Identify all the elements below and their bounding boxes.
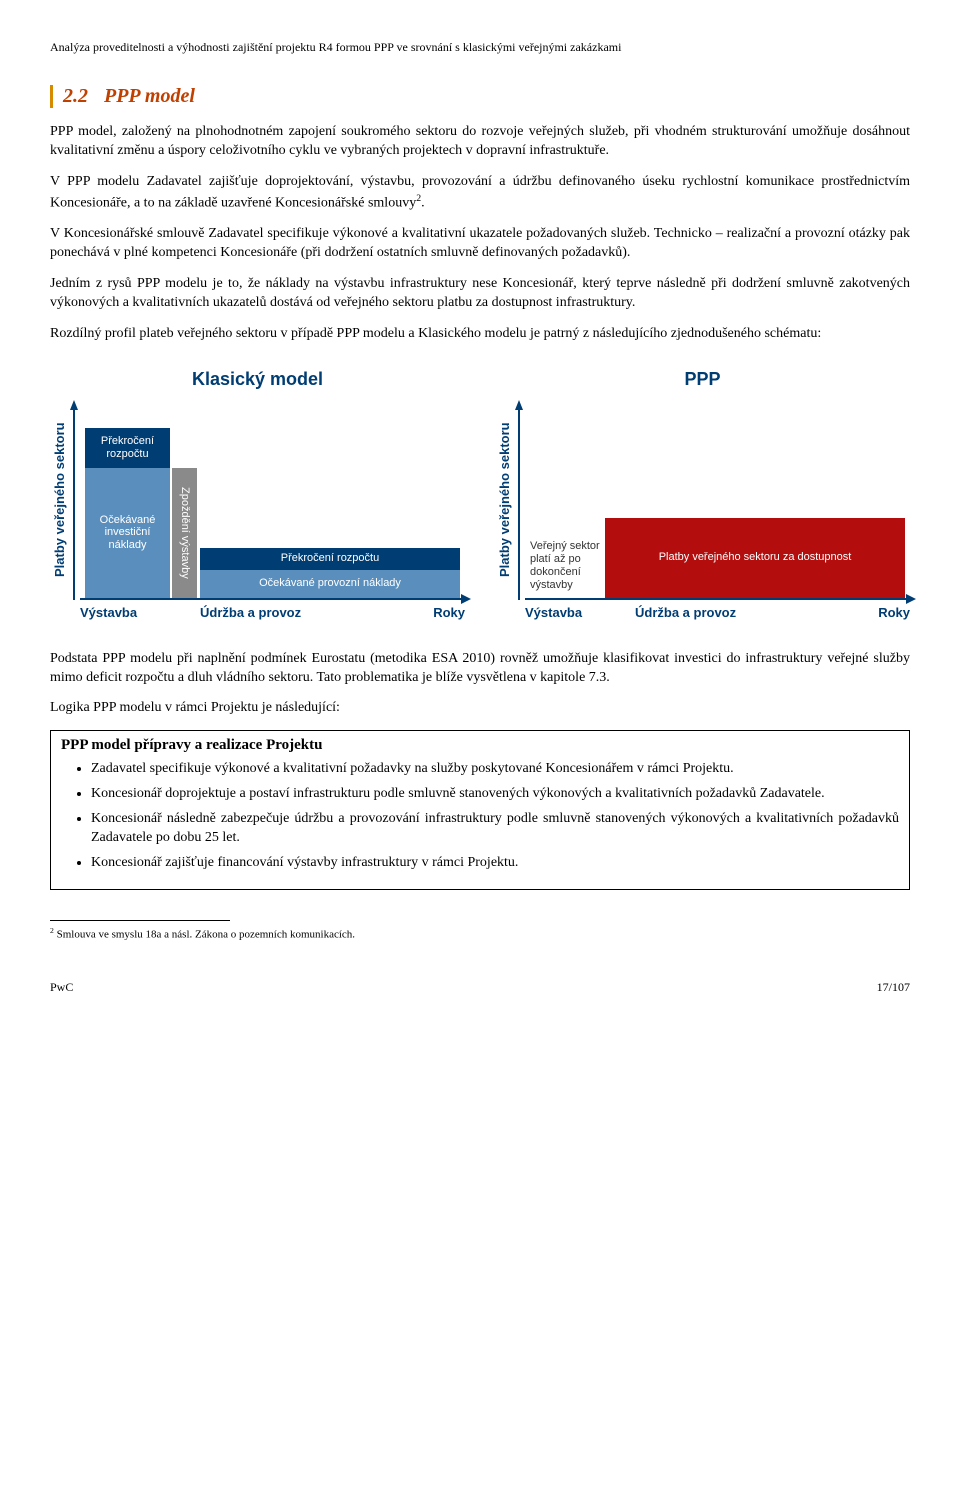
footer-left: PwC	[50, 980, 73, 995]
footnote: 2 Smlouva ve smyslu 18a a násl. Zákona o…	[50, 926, 910, 941]
block-availability-payments: Platby veřejného sektoru za dostupnost	[605, 518, 905, 598]
y-axis-label: Platby veřejného sektoru	[495, 400, 514, 600]
list-item: Koncesionář následně zabezpečuje údržbu …	[91, 810, 899, 848]
x-arrow-icon	[906, 594, 916, 604]
panel-title: PPP	[495, 369, 910, 390]
x-axis-end-label: Roky	[878, 605, 910, 620]
box-title: PPP model přípravy a realizace Projektu	[61, 737, 899, 754]
body-paragraph: V Koncesionářské smlouvě Zadavatel speci…	[50, 225, 910, 263]
section-number: 2.2	[63, 85, 88, 107]
y-axis-arrow	[514, 400, 525, 600]
plot-area: Veřejný sektor platí až po dokončení výs…	[525, 400, 910, 600]
body-paragraph: Rozdílný profil plateb veřejného sektoru…	[50, 325, 910, 344]
footnote-text: Smlouva ve smyslu 18a a násl. Zákona o p…	[54, 928, 355, 940]
footer-right: 17/107	[877, 980, 910, 995]
panel-title: Klasický model	[50, 369, 465, 390]
x-label-maintenance: Údržba a provoz	[635, 605, 736, 620]
payment-diagram: Klasický model Platby veřejného sektoru …	[50, 369, 910, 620]
list-item: Koncesionář doprojektuje a postaví infra…	[91, 785, 899, 804]
y-axis-label: Platby veřejného sektoru	[50, 400, 69, 600]
page-header: Analýza proveditelnosti a výhodnosti zaj…	[50, 40, 910, 55]
x-arrow-icon	[461, 594, 471, 604]
block-budget-overrun-top: Překročení rozpočtu	[85, 428, 170, 468]
x-axis-end-label: Roky	[433, 605, 465, 620]
list-item: Zadavatel specifikuje výkonové a kvalita…	[91, 760, 899, 779]
block-construction-delay: Zpoždění výstavby	[172, 468, 197, 598]
body-paragraph: V PPP modelu Zadavatel zajišťuje doproje…	[50, 173, 910, 213]
text: V PPP modelu Zadavatel zajišťuje doproje…	[50, 174, 910, 211]
ppp-model-panel: PPP Platby veřejného sektoru Veřejný sek…	[495, 369, 910, 620]
plot-area: Očekávané investiční náklady Překročení …	[80, 400, 465, 600]
body-paragraph: Logika PPP modelu v rámci Projektu je ná…	[50, 699, 910, 718]
section-title: PPP model	[104, 85, 195, 107]
text: .	[421, 195, 425, 210]
x-label-maintenance: Údržba a provoz	[200, 605, 301, 620]
x-label-construction: Výstavba	[80, 605, 200, 620]
y-axis-arrow	[69, 400, 80, 600]
ppp-logic-box: PPP model přípravy a realizace Projektu …	[50, 730, 910, 889]
x-label-construction: Výstavba	[525, 605, 635, 620]
page-footer: PwC 17/107	[50, 980, 910, 995]
block-budget-overrun-mid: Překročení rozpočtu	[200, 548, 460, 570]
block-expected-investment: Očekávané investiční náklady	[85, 468, 170, 598]
section-heading: 2.2 PPP model	[50, 85, 910, 108]
body-paragraph: Podstata PPP modelu při naplnění podmíne…	[50, 650, 910, 688]
block-expected-operating: Očekávané provozní náklady	[200, 570, 460, 598]
classic-model-panel: Klasický model Platby veřejného sektoru …	[50, 369, 465, 620]
box-list: Zadavatel specifikuje výkonové a kvalita…	[61, 760, 899, 872]
list-item: Koncesionář zajišťuje financování výstav…	[91, 854, 899, 873]
body-paragraph: PPP model, založený na plnohodnotném zap…	[50, 123, 910, 161]
ppp-note-text: Veřejný sektor platí až po dokončení výs…	[530, 540, 600, 593]
body-paragraph: Jedním z rysů PPP modelu je to, že nákla…	[50, 275, 910, 313]
footnote-separator	[50, 920, 230, 921]
